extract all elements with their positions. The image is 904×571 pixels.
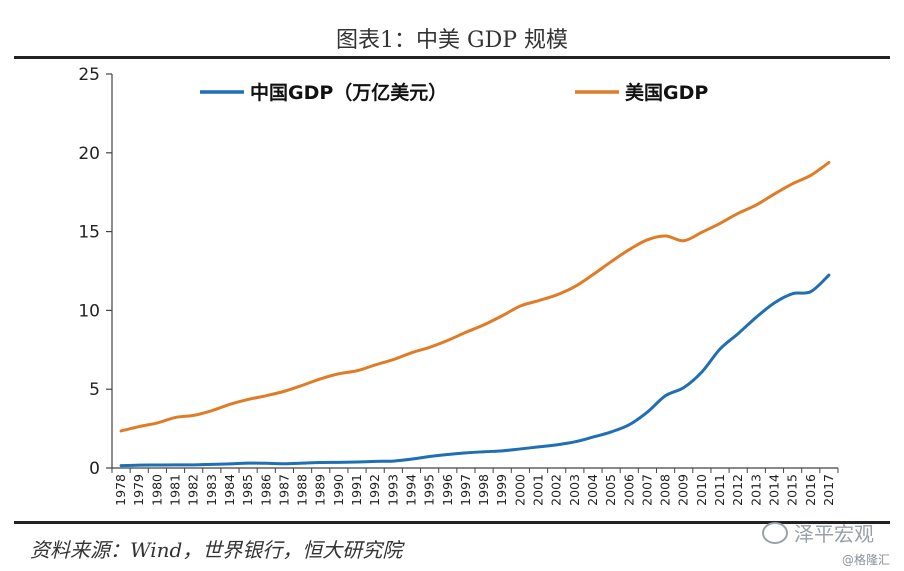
x-tick-label: 1996 (440, 474, 455, 506)
x-tick-label: 1997 (458, 474, 473, 506)
x-tick-label: 1978 (113, 474, 128, 506)
x-tick-label: 2012 (730, 474, 745, 506)
x-tick-label: 1981 (168, 474, 183, 506)
y-tick-label: 15 (78, 223, 100, 243)
x-tick-label: 2011 (712, 474, 727, 506)
bottom-rule (14, 521, 890, 524)
series-lines (119, 160, 831, 468)
x-tick-label: 1998 (476, 474, 491, 506)
top-rule (14, 56, 890, 59)
x-tick-label: 1993 (385, 474, 400, 506)
x-tick-label: 2008 (658, 474, 673, 506)
legend-label: 中国GDP（万亿美元） (250, 81, 447, 104)
x-tick-label: 1982 (186, 474, 201, 506)
y-tick-label: 10 (78, 301, 100, 321)
y-tick-label: 25 (78, 65, 100, 85)
x-tick-label: 1986 (258, 474, 273, 506)
x-tick-label: 2009 (676, 474, 691, 506)
x-tick-label: 2001 (531, 474, 546, 506)
x-tick-label: 2017 (821, 474, 836, 506)
x-tick-label: 1991 (349, 474, 364, 506)
x-tick-label: 2007 (639, 474, 654, 506)
x-tick-label: 2004 (585, 474, 600, 506)
x-tick-label: 2005 (603, 474, 618, 506)
y-tick-label: 20 (78, 144, 100, 164)
x-tick-label: 2016 (803, 474, 818, 506)
x-tick-label: 1987 (276, 474, 291, 506)
x-ticks: 1978 1979 1980 1981 1982 1983 1984 1985 1986 1987… (111, 468, 839, 506)
watermark-sub: @格隆汇 (842, 553, 891, 567)
x-tick-label: 1980 (149, 474, 164, 506)
x-tick-label: 1994 (403, 474, 418, 506)
x-tick-label: 2000 (512, 474, 527, 506)
x-tick-label: 2002 (549, 474, 564, 506)
series-line-china (119, 273, 831, 468)
x-tick-label: 1989 (313, 474, 328, 506)
y-tick-label: 5 (89, 380, 100, 400)
x-tick-label: 1988 (295, 474, 310, 506)
series-line-us (119, 160, 831, 433)
x-tick-label: 2003 (567, 474, 582, 506)
legend-label: 美国GDP (625, 81, 708, 104)
x-tick-label: 2014 (766, 474, 781, 506)
x-tick-label: 1984 (222, 474, 237, 506)
x-tick-label: 2010 (694, 474, 709, 506)
legend: 中国GDP（万亿美元） 美国GDP (200, 81, 708, 104)
x-tick-label: 2006 (621, 474, 636, 506)
watermark-text: 泽平宏观 (794, 522, 874, 546)
chart-title: 图表1：中美 GDP 规模 (336, 28, 568, 53)
x-tick-label: 1995 (422, 474, 437, 506)
x-tick-label: 1999 (494, 474, 509, 506)
source-note: 资料来源：Wind，世界银行，恒大研究院 (30, 538, 403, 562)
x-tick-label: 1983 (204, 474, 219, 506)
x-tick-label: 1990 (331, 474, 346, 506)
x-tick-label: 1992 (367, 474, 382, 506)
watermark: 泽平宏观 (762, 518, 874, 547)
x-tick-label: 2013 (748, 474, 763, 506)
y-ticks: 0 5 10 15 20 25 (78, 65, 112, 479)
y-tick-label: 0 (89, 459, 100, 479)
x-tick-label: 1979 (131, 474, 146, 506)
x-tick-label: 1985 (240, 474, 255, 506)
x-tick-label: 2015 (785, 474, 800, 506)
wechat-icon (762, 521, 788, 544)
